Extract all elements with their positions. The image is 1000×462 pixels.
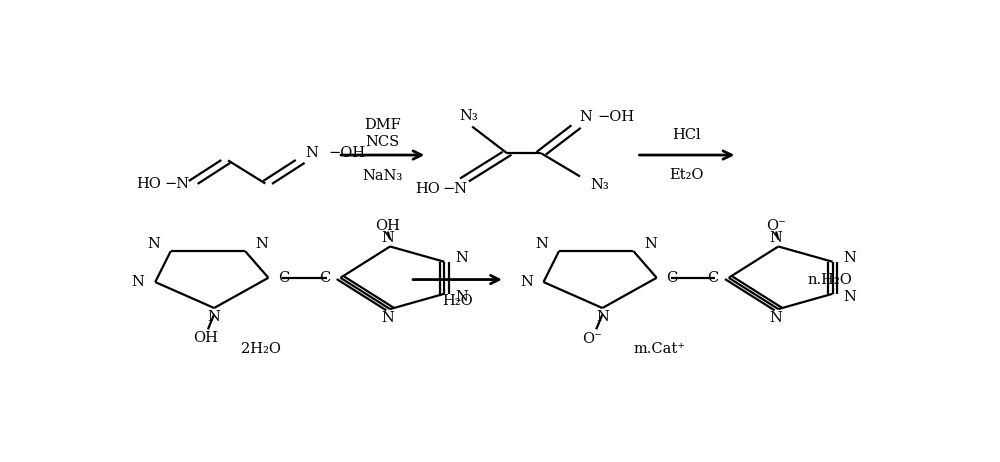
Text: N: N	[770, 231, 782, 245]
Text: N: N	[208, 310, 221, 324]
Text: N: N	[579, 109, 592, 124]
Text: C: C	[667, 271, 678, 285]
Text: N: N	[455, 290, 468, 304]
Text: N: N	[596, 310, 609, 324]
Text: N: N	[256, 237, 269, 251]
Text: C: C	[708, 271, 719, 285]
Text: N: N	[147, 237, 160, 251]
Text: N: N	[381, 231, 394, 245]
Text: HO: HO	[415, 182, 440, 196]
Text: N: N	[455, 251, 468, 265]
Text: O⁻: O⁻	[582, 332, 602, 346]
Text: −N: −N	[443, 182, 468, 196]
Text: N₃: N₃	[590, 178, 609, 192]
Text: Et₂O: Et₂O	[670, 168, 704, 182]
Text: N: N	[520, 275, 533, 289]
Text: N: N	[536, 237, 548, 251]
Text: OH: OH	[193, 331, 218, 345]
Text: C: C	[319, 271, 331, 285]
Text: N₃: N₃	[459, 109, 478, 123]
Text: HCl: HCl	[673, 128, 701, 142]
Text: −OH: −OH	[329, 146, 366, 159]
Text: C: C	[278, 271, 290, 285]
Text: m.Cat⁺: m.Cat⁺	[634, 342, 686, 356]
Text: 2H₂O: 2H₂O	[241, 342, 281, 356]
Text: O⁻: O⁻	[766, 219, 786, 233]
Text: N: N	[381, 311, 394, 325]
Text: OH: OH	[375, 219, 400, 233]
Text: N: N	[132, 275, 145, 289]
Text: NaN₃: NaN₃	[362, 169, 403, 182]
Text: DMF: DMF	[364, 118, 401, 132]
Text: −OH: −OH	[598, 109, 635, 124]
Text: N: N	[843, 290, 856, 304]
Text: N: N	[843, 251, 856, 265]
Text: N: N	[770, 311, 782, 325]
Text: N: N	[644, 237, 657, 251]
Text: HO: HO	[136, 176, 161, 190]
Text: H₂O: H₂O	[442, 294, 473, 308]
Text: N: N	[305, 146, 318, 159]
Text: −N: −N	[164, 176, 189, 190]
Text: n.H₂O: n.H₂O	[808, 273, 853, 286]
Text: NCS: NCS	[366, 134, 400, 148]
